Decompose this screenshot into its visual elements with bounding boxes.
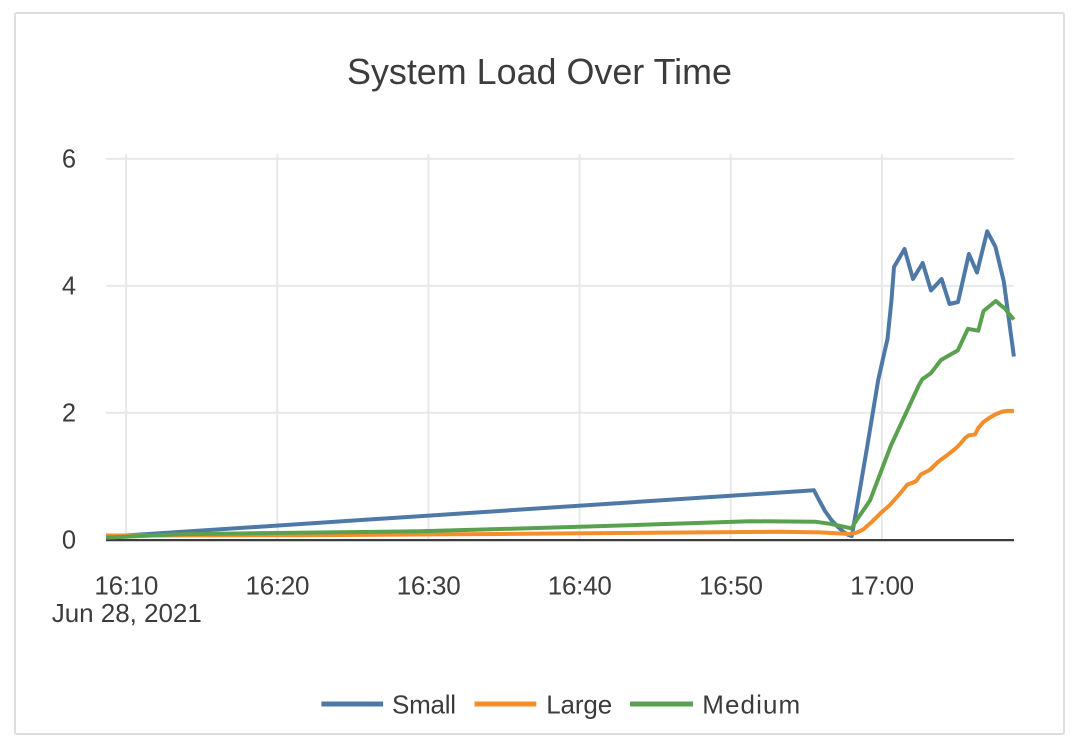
svg-text:0: 0 (62, 527, 76, 555)
svg-text:16:10: 16:10 (94, 571, 158, 601)
svg-text:Jun 28, 2021: Jun 28, 2021 (52, 598, 202, 628)
svg-text:2: 2 (62, 400, 76, 428)
svg-text:16:20: 16:20 (246, 571, 310, 601)
svg-text:16:40: 16:40 (548, 571, 612, 601)
svg-text:Medium: Medium (702, 689, 800, 719)
svg-text:6: 6 (62, 146, 76, 174)
svg-text:Large: Large (546, 689, 612, 719)
svg-text:16:30: 16:30 (397, 571, 461, 601)
svg-text:16:50: 16:50 (699, 571, 763, 601)
svg-text:17:00: 17:00 (850, 571, 914, 601)
svg-text:4: 4 (62, 273, 76, 301)
svg-text:Small: Small (392, 689, 456, 719)
svg-text:System Load Over Time: System Load Over Time (347, 51, 732, 92)
